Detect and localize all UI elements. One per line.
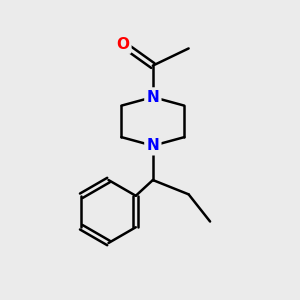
Text: O: O (116, 37, 129, 52)
Text: N: N (146, 90, 159, 105)
Text: N: N (146, 138, 159, 153)
